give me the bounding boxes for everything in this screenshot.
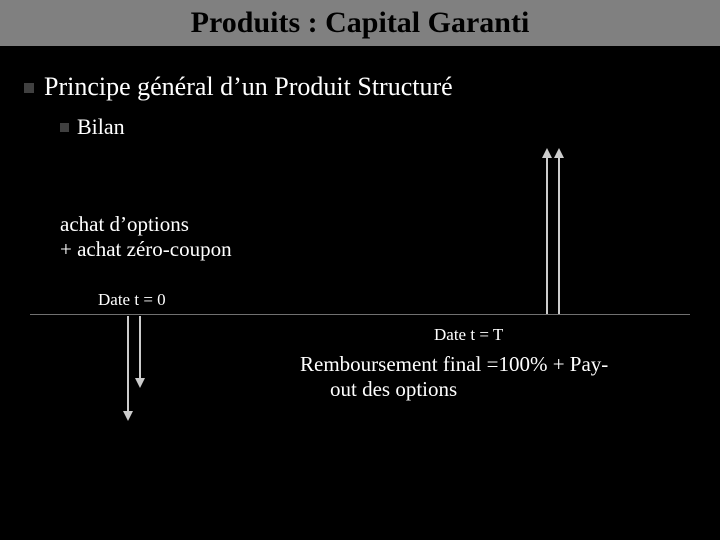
slide-title: Produits : Capital Garanti — [191, 6, 530, 40]
date-end-label: Date t = T — [434, 325, 503, 345]
left-line-2: + achat zéro-coupon — [60, 237, 232, 262]
date-start-label: Date t = 0 — [98, 290, 166, 310]
heading2-text: Bilan — [77, 114, 125, 139]
timeline-axis — [30, 314, 690, 315]
heading-level-2: Bilan — [60, 114, 125, 140]
right-line-1: Remboursement final =100% + Pay- — [300, 352, 608, 376]
bullet-square-icon — [60, 123, 69, 132]
slide: Produits : Capital Garanti Principe géné… — [0, 0, 720, 540]
title-bar: Produits : Capital Garanti — [0, 0, 720, 46]
bullet-square-icon — [24, 83, 34, 93]
right-line-2: out des options — [300, 377, 700, 402]
heading-level-1: Principe général d’un Produit Structuré — [24, 72, 453, 102]
heading1-text: Principe général d’un Produit Structuré — [44, 72, 453, 101]
left-text-block: achat d’options + achat zéro-coupon — [60, 212, 232, 262]
left-line-1: achat d’options — [60, 212, 232, 237]
right-text-block: Remboursement final =100% + Pay- out des… — [300, 352, 700, 402]
